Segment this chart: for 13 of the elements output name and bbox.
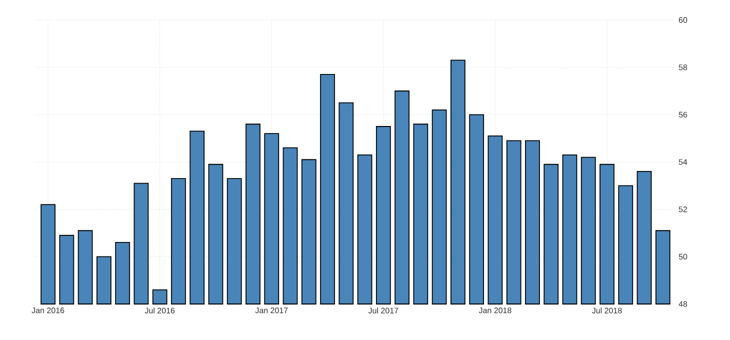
- x-tick-label: Jul 2016: [144, 308, 175, 314]
- x-tick-label: Jan 2016: [32, 308, 64, 314]
- x-tick-label: Jul 2017: [368, 308, 398, 314]
- x-tick-label: Jan 2017: [255, 308, 288, 314]
- y-tick-label: 56: [678, 112, 688, 118]
- y-tick-label: 50: [678, 254, 688, 260]
- y-tick-label: 54: [678, 159, 688, 165]
- y-tick-label: 58: [678, 64, 688, 70]
- y-tick-label: 60: [678, 17, 688, 23]
- x-tick-label: Jul 2018: [592, 308, 622, 314]
- x-tick-label: Jan 2018: [478, 308, 512, 314]
- y-tick-label: 48: [678, 301, 688, 307]
- y-tick-label: 52: [678, 206, 688, 212]
